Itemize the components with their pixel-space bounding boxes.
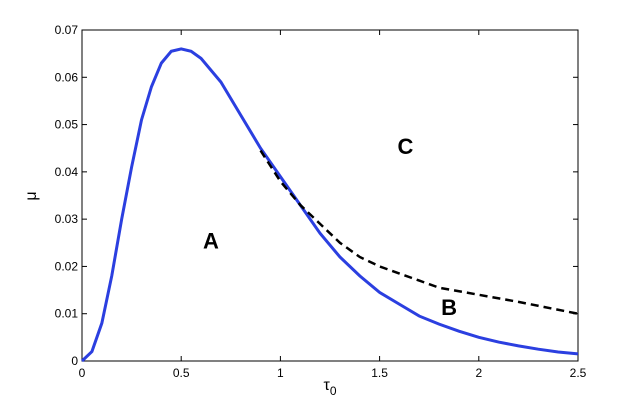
y-axis-label: μ bbox=[23, 191, 40, 200]
series-line bbox=[259, 149, 579, 315]
y-tick-label: 0.04 bbox=[55, 165, 79, 179]
x-tick-label: 0 bbox=[79, 366, 86, 380]
series-line bbox=[80, 47, 579, 363]
x-tick-label: 2.5 bbox=[570, 366, 587, 380]
y-tick-label: 0.05 bbox=[55, 118, 79, 132]
x-tick-label: 2 bbox=[475, 366, 482, 380]
region-label: C bbox=[397, 134, 413, 159]
region-label: B bbox=[441, 295, 457, 320]
x-tick-label: 0.5 bbox=[173, 366, 190, 380]
x-tick-label: 1.5 bbox=[371, 366, 388, 380]
x-axis-label: τ0 bbox=[323, 377, 336, 398]
plot-frame bbox=[81, 29, 579, 362]
x-tick-label: 1 bbox=[277, 366, 284, 380]
y-tick-label: 0.07 bbox=[55, 23, 79, 37]
region-label: A bbox=[203, 229, 219, 254]
x-label-main: τ bbox=[323, 377, 330, 394]
y-tick-label: 0.01 bbox=[55, 307, 79, 321]
y-tick-label: 0.02 bbox=[55, 259, 79, 273]
y-tick-label: 0.03 bbox=[55, 212, 79, 226]
y-tick-label: 0.06 bbox=[55, 70, 79, 84]
y-tick-label: 0 bbox=[71, 354, 78, 368]
x-label-sub: 0 bbox=[330, 384, 337, 398]
